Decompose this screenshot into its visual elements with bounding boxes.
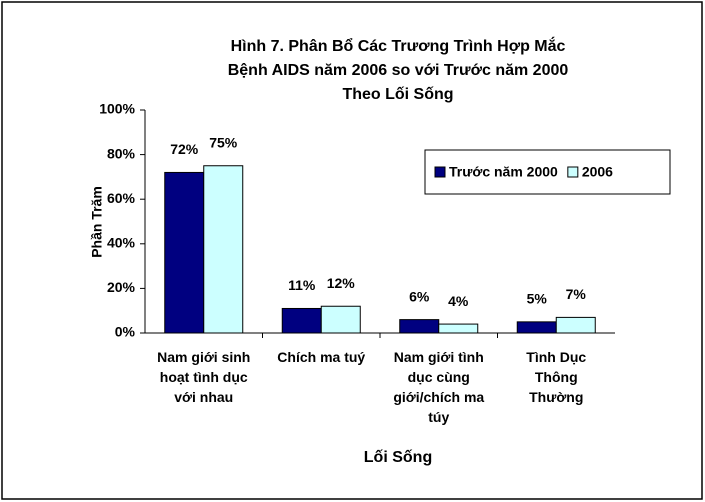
x-tick-label-line: hoạt tình dục	[160, 369, 248, 385]
data-label: 4%	[448, 293, 469, 309]
chart-title: Hình 7. Phân Bổ Các Trương Trình Hợp Mắc	[231, 36, 566, 55]
data-label: 72%	[170, 141, 199, 157]
data-label: 5%	[527, 291, 548, 307]
x-tick-label-line: Chích ma tuý	[277, 349, 365, 365]
data-label: 7%	[566, 286, 587, 302]
data-label: 6%	[409, 288, 430, 304]
x-tick-label-line: Thường	[529, 389, 583, 405]
x-tick-label-line: Nam giới tình	[394, 349, 484, 365]
y-tick-label: 20%	[107, 279, 136, 295]
y-tick-label: 80%	[107, 145, 136, 161]
legend-label: Trước năm 2000	[449, 164, 558, 180]
chart-title: Theo Lối Sống	[342, 86, 453, 103]
data-label: 11%	[288, 277, 316, 293]
legend-label: 2006	[582, 164, 613, 180]
data-label: 12%	[327, 275, 356, 291]
bar	[320, 305, 361, 334]
bar	[516, 321, 557, 334]
x-tick-label: Tình Dục Thông Thường	[526, 349, 586, 405]
x-tick-label-line: với nhau	[174, 389, 233, 405]
y-tick-label: 60%	[107, 190, 136, 206]
x-tick-label: Chích ma tuý	[277, 349, 365, 365]
bar	[399, 319, 440, 334]
x-tick-label-line: dục cùng	[408, 369, 470, 385]
y-tick-label: 100%	[99, 101, 135, 117]
bar	[555, 316, 596, 334]
legend-box	[424, 149, 671, 195]
x-tick-label-line: giới/chích ma	[393, 389, 484, 405]
legend-swatch	[434, 166, 446, 178]
y-tick-label: 40%	[107, 235, 136, 251]
bar	[164, 171, 205, 334]
bar	[438, 323, 479, 334]
x-tick-label: Nam giới sinh hoạt tình dục với nhau	[157, 349, 250, 405]
chart-title: Bệnh AIDS năm 2006 so với Trước năm 2000	[228, 62, 569, 79]
data-label: 75%	[209, 134, 238, 150]
y-tick-label: 0%	[115, 324, 136, 340]
legend-swatch	[567, 166, 579, 178]
x-axis-title: Lối Sống	[364, 449, 432, 466]
y-axis-title: Phần Trăm	[89, 186, 105, 258]
x-tick-label-line: Thông	[535, 369, 578, 385]
x-tick-label: Nam giới tình dục cùng giới/chích ma túy	[393, 349, 484, 425]
bar	[203, 165, 244, 334]
x-tick-label-line: Nam giới sinh	[157, 349, 250, 365]
x-tick-label-line: Tình Dục	[526, 349, 586, 365]
x-tick-label-line: túy	[428, 409, 449, 425]
bar	[281, 307, 322, 334]
